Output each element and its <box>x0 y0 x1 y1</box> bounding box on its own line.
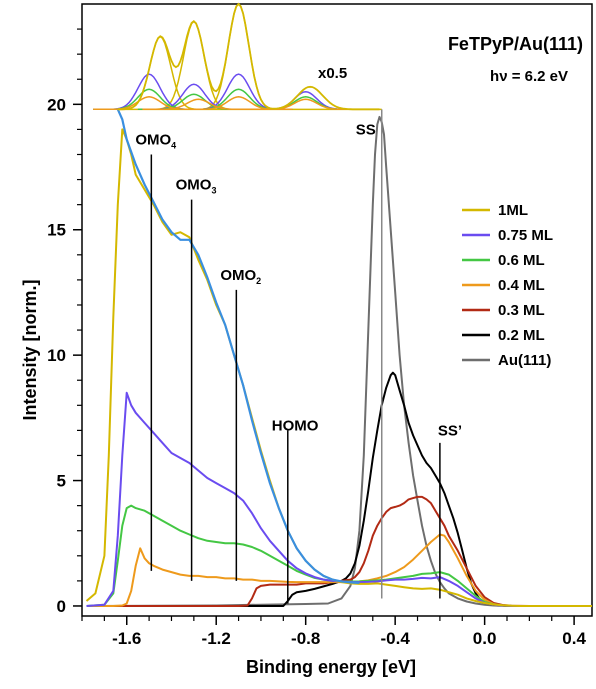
inset-component <box>249 98 360 111</box>
inset-component <box>182 73 293 111</box>
fit-curve <box>116 108 360 584</box>
x-tick-label: -0.8 <box>291 629 320 648</box>
series-line <box>86 115 592 607</box>
inset-component <box>104 35 214 111</box>
y-tick-label: 0 <box>57 597 66 616</box>
x-tick-label: -0.4 <box>381 629 411 648</box>
series-line <box>86 495 592 607</box>
y-axis-title: Intensity [norm.] <box>20 279 40 420</box>
series-line <box>86 371 592 607</box>
annotation-label: SS <box>356 121 376 138</box>
series-line <box>86 533 592 607</box>
chart-subtitle: hν = 6.2 eV <box>490 68 568 85</box>
legend-label: 0.4 ML <box>498 277 545 294</box>
annotation-label: SS’ <box>438 422 462 439</box>
legend-label: Au(111) <box>498 352 551 369</box>
inset-component <box>137 20 248 111</box>
annotation-label: OMO4 <box>135 131 176 150</box>
annotation-label: HOMO <box>272 417 319 434</box>
inset-component <box>182 2 293 111</box>
legend: 1ML 0.75 ML 0.6 ML 0.4 ML 0.3 ML 0.2 ML Au(111… <box>462 202 553 369</box>
y-tick-label: 15 <box>47 221 66 240</box>
series-line <box>86 504 592 607</box>
annotation-label: OMO3 <box>176 177 217 196</box>
plot-frame <box>81 3 593 617</box>
x-axis-title: Binding energy [eV] <box>246 657 416 677</box>
annotation-label: OMO2 <box>220 267 261 286</box>
legend-label: 1ML <box>498 202 528 219</box>
inset-component <box>137 83 248 111</box>
inset-envelope <box>117 2 380 111</box>
inset-component <box>137 93 248 111</box>
x-tick-label: 0.4 <box>562 629 586 648</box>
inset-label: x0.5 <box>318 65 347 82</box>
y-tick-label: 5 <box>57 472 66 491</box>
legend-label: 0.6 ML <box>498 252 545 269</box>
x-tick-label: 0.0 <box>473 629 497 648</box>
y-tick-label: 20 <box>47 95 66 114</box>
y-tick-label: 10 <box>47 346 66 365</box>
legend-label: 0.3 ML <box>498 302 545 319</box>
axes: -1.6 -1.2 -0.8 -0.4 0.0 0.4 0 5 10 15 20 <box>47 3 593 648</box>
legend-label: 0.2 ML <box>498 327 545 344</box>
legend-label: 0.75 ML <box>498 227 553 244</box>
inset-component <box>142 98 252 111</box>
chart-title: FeTPyP/Au(111) <box>448 34 583 54</box>
x-tick-label: -1.6 <box>112 629 141 648</box>
x-tick-label: -1.2 <box>202 629 231 648</box>
annotations: OMO4 OMO3 OMO2 HOMO SS SS’ <box>135 109 462 604</box>
series-line <box>86 391 592 607</box>
